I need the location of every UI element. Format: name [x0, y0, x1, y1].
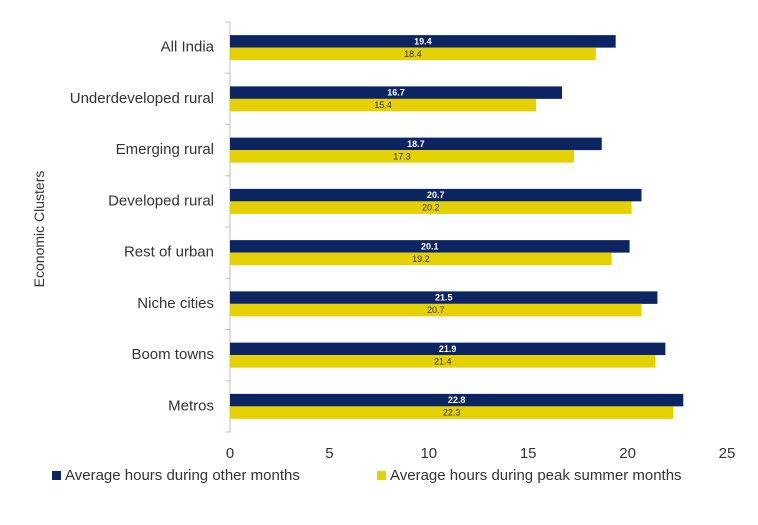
- bar-underdeveloped-rural-series-1: [230, 86, 562, 99]
- bar-niche-cities-series-1: [230, 291, 658, 304]
- data-label-all-india-series-2: 18.4: [404, 49, 422, 59]
- category-label-underdeveloped-rural: Underdeveloped rural: [70, 90, 214, 107]
- category-label-rest-of-urban: Rest of urban: [124, 244, 214, 261]
- legend-item-other-months: Average hours during other months: [52, 467, 300, 484]
- data-label-niche-cities-series-1: 21.5: [435, 293, 453, 303]
- bar-underdeveloped-rural-series-2: [230, 98, 537, 112]
- bar-boom-towns-series-2: [230, 355, 656, 368]
- data-label-niche-cities-series-2: 20.7: [427, 305, 445, 315]
- bar-all-india-series-1: [230, 35, 616, 48]
- bar-rest-of-urban-series-2: [230, 252, 612, 266]
- bar-developed-rural-series-2: [230, 201, 632, 214]
- data-label-developed-rural-series-2: 20.2: [422, 203, 440, 213]
- bar-boom-towns-series-1: [230, 342, 666, 356]
- category-label-niche-cities: Niche cities: [137, 295, 214, 312]
- x-tick-label-15: 15: [520, 445, 537, 462]
- data-label-rest-of-urban-series-2: 19.2: [412, 254, 430, 264]
- x-tick-label-10: 10: [420, 445, 437, 462]
- data-label-metros-series-1: 22.8: [448, 395, 466, 405]
- data-label-underdeveloped-rural-series-1: 16.7: [387, 88, 405, 98]
- bar-developed-rural-series-1: [230, 188, 642, 202]
- bar-emerging-rural-series-2: [230, 150, 574, 163]
- bar-all-india-series-2: [230, 47, 596, 61]
- data-label-underdeveloped-rural-series-2: 15.4: [374, 100, 392, 110]
- data-label-rest-of-urban-series-1: 20.1: [421, 241, 439, 251]
- legend-swatch-other-months: [52, 471, 61, 480]
- bar-metros-series-1: [230, 393, 684, 407]
- y-axis-title: Economic Clusters: [31, 171, 47, 288]
- legend: Average hours during other months Averag…: [52, 467, 752, 487]
- data-label-boom-towns-series-1: 21.9: [439, 344, 457, 354]
- data-label-emerging-rural-series-2: 17.3: [393, 151, 411, 161]
- bar-emerging-rural-series-1: [230, 137, 602, 151]
- legend-label-peak-summer: Average hours during peak summer months: [390, 467, 682, 484]
- category-label-emerging-rural: Emerging rural: [116, 141, 214, 158]
- bar-metros-series-2: [230, 406, 674, 419]
- legend-label-other-months: Average hours during other months: [65, 467, 300, 484]
- bar-niche-cities-series-2: [230, 303, 642, 317]
- category-label-developed-rural: Developed rural: [108, 192, 214, 209]
- bar-rest-of-urban-series-1: [230, 240, 630, 253]
- x-tick-label-0: 0: [226, 445, 234, 462]
- category-label-boom-towns: Boom towns: [131, 346, 214, 363]
- data-label-all-india-series-1: 19.4: [414, 36, 432, 46]
- data-label-boom-towns-series-2: 21.4: [434, 356, 452, 366]
- x-tick-label-25: 25: [719, 445, 736, 462]
- legend-swatch-peak-summer: [377, 471, 386, 480]
- category-label-metros: Metros: [168, 397, 214, 414]
- data-label-developed-rural-series-1: 20.7: [427, 190, 445, 200]
- x-tick-label-5: 5: [325, 445, 333, 462]
- data-label-emerging-rural-series-1: 18.7: [407, 139, 425, 149]
- x-tick-label-20: 20: [619, 445, 636, 462]
- legend-item-peak-summer: Average hours during peak summer months: [377, 467, 682, 484]
- category-label-all-india: All India: [161, 39, 215, 56]
- data-label-metros-series-2: 22.3: [443, 408, 461, 418]
